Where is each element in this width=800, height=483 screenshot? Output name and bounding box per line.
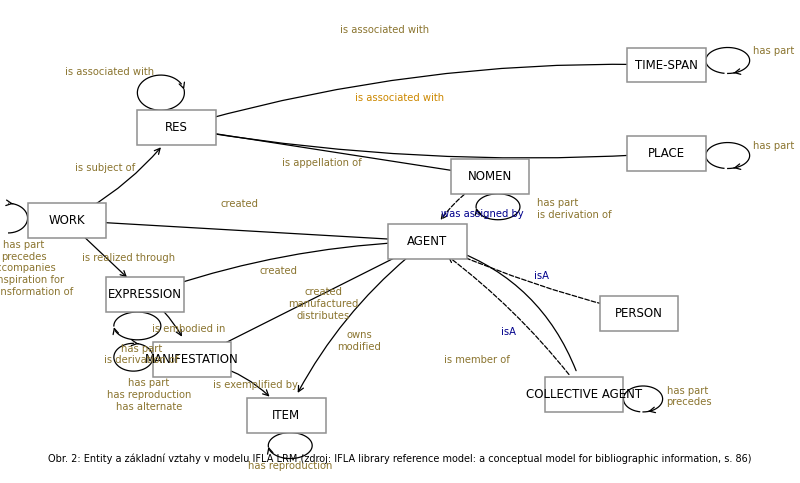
Text: NOMEN: NOMEN <box>468 170 512 183</box>
Text: ITEM: ITEM <box>272 409 300 422</box>
Text: has part
precedes: has part precedes <box>666 386 712 408</box>
Text: Obr. 2: Entity a základní vztahy v modelu IFLA LRM (zdroj: IFLA library referenc: Obr. 2: Entity a základní vztahy v model… <box>48 454 752 464</box>
FancyBboxPatch shape <box>451 159 530 194</box>
Text: is associated with: is associated with <box>66 67 154 77</box>
Text: EXPRESSION: EXPRESSION <box>108 288 182 301</box>
Text: RES: RES <box>165 121 188 134</box>
Text: is member of: is member of <box>444 355 510 365</box>
FancyBboxPatch shape <box>138 110 216 145</box>
Text: AGENT: AGENT <box>407 235 447 248</box>
Text: has part
has reproduction
has alternate: has part has reproduction has alternate <box>107 378 191 412</box>
Text: has part
is derivation of: has part is derivation of <box>104 343 178 365</box>
Text: has part
precedes
accompanies
is inspiration for
is transformation of: has part precedes accompanies is inspira… <box>0 240 73 297</box>
Text: created
manufactured
distributes: created manufactured distributes <box>288 287 358 321</box>
FancyBboxPatch shape <box>627 136 706 170</box>
Text: has part
is derivation of: has part is derivation of <box>538 199 612 220</box>
Text: created: created <box>220 199 258 209</box>
Text: has part: has part <box>753 46 794 56</box>
FancyBboxPatch shape <box>106 277 184 312</box>
Text: is embodied in: is embodied in <box>152 325 225 334</box>
FancyBboxPatch shape <box>600 296 678 330</box>
Text: PERSON: PERSON <box>615 307 663 320</box>
FancyBboxPatch shape <box>247 398 326 433</box>
Text: is subject of: is subject of <box>74 163 135 173</box>
Text: has reproduction: has reproduction <box>248 461 333 471</box>
Text: is realized through: is realized through <box>82 253 176 263</box>
Text: is appellation of: is appellation of <box>282 158 362 169</box>
Text: isA: isA <box>501 327 516 337</box>
FancyBboxPatch shape <box>545 377 623 412</box>
Text: created: created <box>259 267 298 276</box>
Text: owns
modified: owns modified <box>338 330 381 352</box>
Text: COLLECTIVE AGENT: COLLECTIVE AGENT <box>526 388 642 401</box>
Text: isA: isA <box>534 271 549 281</box>
Text: has part: has part <box>753 141 794 151</box>
Text: TIME-SPAN: TIME-SPAN <box>635 58 698 71</box>
FancyBboxPatch shape <box>27 203 106 238</box>
Text: was assigned by: was assigned by <box>441 210 524 219</box>
FancyBboxPatch shape <box>153 342 231 377</box>
FancyBboxPatch shape <box>627 48 706 83</box>
Text: is associated with: is associated with <box>340 25 429 35</box>
FancyBboxPatch shape <box>388 224 466 259</box>
Text: is exemplified by: is exemplified by <box>213 380 298 390</box>
Text: is associated with: is associated with <box>355 93 445 102</box>
Text: PLACE: PLACE <box>648 147 685 160</box>
Text: WORK: WORK <box>49 214 85 227</box>
Text: MANIFESTATION: MANIFESTATION <box>146 353 239 366</box>
